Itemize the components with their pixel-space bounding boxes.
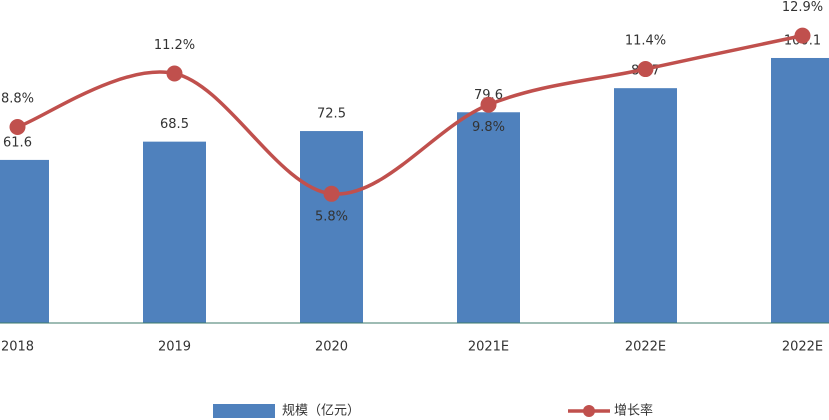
bar — [0, 159, 49, 323]
bar-value-label: 79.6 — [474, 88, 503, 103]
line-marker — [166, 65, 183, 82]
legend-label: 增长率 — [614, 403, 653, 419]
line-value-label: 12.9% — [782, 0, 823, 15]
bar-value-label: 72.5 — [317, 107, 346, 122]
bar-value-label: 61.6 — [3, 135, 32, 150]
x-tick-label: 2018 — [1, 340, 34, 355]
line-value-label: 11.2% — [154, 38, 195, 53]
legend-marker — [583, 405, 595, 417]
line-value-label: 9.8% — [472, 120, 505, 135]
line-value-label: 5.8% — [315, 209, 348, 224]
bar — [614, 88, 677, 323]
line-marker — [480, 96, 497, 113]
line-marker — [9, 118, 26, 135]
line-value-label: 8.8% — [1, 91, 34, 106]
line-value-label: 11.4% — [625, 34, 666, 49]
line-marker — [794, 27, 811, 44]
x-tick-label: 2022E — [782, 340, 823, 355]
legend-label: 规模（亿元） — [282, 404, 360, 419]
bar — [771, 57, 829, 324]
line — [16, 33, 803, 196]
x-tick-label: 2022E — [625, 340, 666, 355]
bar — [300, 131, 363, 323]
x-tick-label: 2021E — [468, 340, 509, 355]
bar — [143, 141, 206, 323]
line-marker — [323, 185, 340, 202]
x-tick-label: 2020 — [315, 340, 348, 355]
bar — [457, 112, 520, 323]
line-marker — [637, 61, 654, 78]
x-tick-label: 2019 — [158, 340, 191, 355]
bar-value-label: 68.5 — [160, 117, 189, 132]
legend-swatch — [213, 404, 275, 418]
